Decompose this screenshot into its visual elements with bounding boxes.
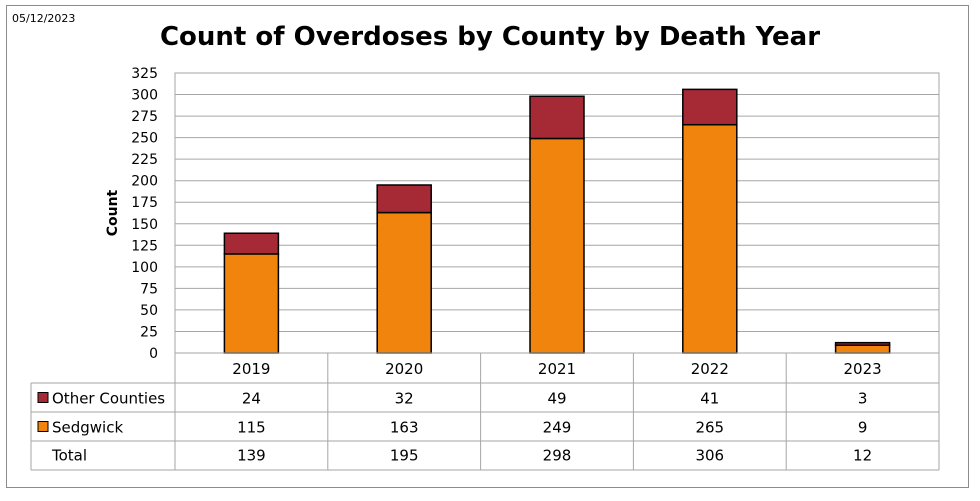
bar-segment bbox=[834, 344, 891, 354]
table-cell-value: 265 bbox=[695, 419, 724, 437]
legend-label: Other Counties bbox=[52, 390, 165, 408]
y-tick-label: 225 bbox=[131, 152, 158, 168]
table-cell-value: 249 bbox=[543, 419, 572, 437]
y-axis-label: Count bbox=[105, 189, 121, 236]
legend-swatch bbox=[37, 421, 49, 432]
y-tick-label: 50 bbox=[140, 303, 158, 319]
bar-segment bbox=[682, 123, 738, 354]
bar-segment bbox=[682, 88, 738, 126]
y-tick-label: 200 bbox=[131, 174, 158, 190]
bar-segment bbox=[376, 184, 432, 214]
table-total-value: 195 bbox=[390, 447, 419, 465]
x-tick-label: 2019 bbox=[232, 360, 270, 378]
total-label: Total bbox=[51, 447, 87, 465]
legend-label: Sedgwick bbox=[52, 419, 123, 437]
x-tick-label: 2020 bbox=[385, 360, 423, 378]
table-total-value: 139 bbox=[237, 447, 266, 465]
table-total-value: 306 bbox=[695, 447, 724, 465]
y-tick-label: 275 bbox=[131, 109, 158, 125]
bar-segment bbox=[223, 253, 280, 354]
y-tick-label: 75 bbox=[140, 281, 158, 297]
report-date: 05/12/2023 bbox=[12, 12, 76, 25]
y-tick-label: 100 bbox=[131, 260, 158, 276]
legend-swatch bbox=[37, 392, 49, 403]
table-cell-value: 163 bbox=[390, 419, 419, 437]
y-tick-label: 175 bbox=[131, 195, 158, 211]
table-cell-value: 3 bbox=[858, 390, 868, 408]
chart-title: Count of Overdoses by County by Death Ye… bbox=[159, 22, 821, 52]
y-tick-label: 325 bbox=[131, 66, 158, 82]
x-tick-label: 2021 bbox=[538, 360, 576, 378]
x-tick-label: 2023 bbox=[844, 360, 882, 378]
y-tick-label: 250 bbox=[131, 131, 158, 147]
y-axis-ticks: 0 25 50 75 100 125 150 175 200 225 250 275 300 325 bbox=[131, 66, 158, 362]
table-total-value: 298 bbox=[543, 447, 572, 465]
bar-segment bbox=[376, 211, 432, 354]
bar-segment bbox=[529, 137, 585, 354]
y-tick-label: 125 bbox=[131, 238, 158, 254]
table-cell-value: 49 bbox=[547, 390, 566, 408]
bar-segment bbox=[529, 95, 585, 140]
table-cell-value: 24 bbox=[242, 390, 261, 408]
bar-segment bbox=[834, 341, 891, 346]
table-cell-value: 115 bbox=[237, 419, 266, 437]
bar-segment bbox=[223, 232, 280, 255]
table-cell-value: 32 bbox=[395, 390, 414, 408]
x-tick-label: 2022 bbox=[691, 360, 729, 378]
bars bbox=[223, 88, 891, 354]
y-tick-label: 0 bbox=[149, 346, 158, 362]
y-tick-label: 300 bbox=[131, 88, 158, 104]
table-cell-value: 9 bbox=[858, 419, 868, 437]
table-cell-value: 41 bbox=[700, 390, 719, 408]
y-tick-label: 150 bbox=[131, 217, 158, 233]
table-total-value: 12 bbox=[853, 447, 872, 465]
y-tick-label: 25 bbox=[140, 324, 158, 340]
chart-frame bbox=[6, 5, 969, 488]
